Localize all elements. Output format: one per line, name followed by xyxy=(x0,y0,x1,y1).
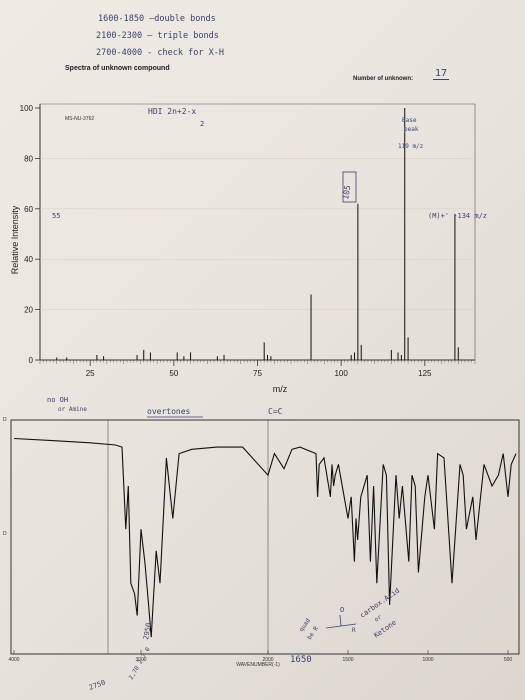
note-double-bonds: 1600-1850 —double bonds xyxy=(98,14,216,24)
ms-xtick-label: 75 xyxy=(253,369,262,378)
ms-xtick-label: 100 xyxy=(334,369,348,378)
ir-spectrum: 4000 3000 2000 1500 1000 500 D D WAVENUMBER(-… xyxy=(3,417,520,668)
note-hdi: HDI 2n+2-x xyxy=(148,107,196,116)
ms-ytick-label: 40 xyxy=(24,255,33,264)
note-overtones: overtones xyxy=(147,407,191,416)
ms-ytick-label: 60 xyxy=(24,205,33,214)
ms-xtick-label: 50 xyxy=(169,369,178,378)
note-quad2: be R xyxy=(306,625,320,641)
ir-xtick-label: 1000 xyxy=(422,657,433,663)
ms-yticks: 0 20 40 60 80 100 xyxy=(20,104,40,365)
note-1650: 1650 xyxy=(290,655,312,665)
ms-ytick-label: 80 xyxy=(24,154,33,163)
ir-xtick-label: 2000 xyxy=(262,657,273,663)
ir-frame xyxy=(10,419,520,655)
note-base-peak-2: peak xyxy=(404,126,419,133)
ir-xtick-label: 1500 xyxy=(342,657,353,663)
ir-trace xyxy=(13,437,517,638)
ir-d-top: D xyxy=(3,417,7,423)
note-or: or xyxy=(373,614,383,624)
note-hdi-den: 2 xyxy=(200,120,204,128)
note-2750: 2750 xyxy=(88,679,107,692)
ms-ytick-label: 100 xyxy=(20,104,34,113)
ms-grid xyxy=(40,158,475,310)
note-r-symbol: R xyxy=(352,627,356,634)
note-105: 105 xyxy=(341,184,352,200)
ir-d-mid: D xyxy=(3,531,7,537)
note-o-symbol: O xyxy=(340,606,344,614)
ms-y-label: Relative Intensity xyxy=(10,205,20,274)
note-no-oh: no OH xyxy=(47,396,68,404)
note-base-peak-1: Base xyxy=(402,117,417,124)
ir-wavenumber: WAVENUMBER(-1) xyxy=(236,662,280,668)
note-2950: 2950 xyxy=(142,622,153,640)
unknown-number: 17 xyxy=(433,68,450,80)
ms-xticks: 25 50 75 100 125 xyxy=(86,360,432,378)
note-base-mz: 119 m/z xyxy=(398,143,424,150)
note-no-amine: or Amine xyxy=(58,406,87,413)
ms-bars xyxy=(56,108,459,360)
ir-xticks: 4000 3000 2000 1500 1000 500 xyxy=(8,650,512,663)
unknown-label: Number of unknown: xyxy=(353,76,413,82)
page-title: Spectra of unknown compound xyxy=(65,65,170,72)
note-55: 55 xyxy=(52,212,60,220)
ms-xtick-label: 25 xyxy=(86,369,95,378)
ms-minor-ticks xyxy=(39,360,476,364)
ir-xtick-label: 500 xyxy=(504,657,513,663)
note-triple-bonds: 2100-2300 — triple bonds xyxy=(96,31,219,41)
note-cc: C=C xyxy=(268,407,283,416)
note-ir-diag: 2,70 2,7 0 xyxy=(128,646,152,681)
ms-ytick-label: 20 xyxy=(24,306,33,315)
note-x-h: 2700-4000 - check for X-H xyxy=(96,48,224,58)
ir-xtick-label: 3000 xyxy=(135,657,146,663)
note-mol-ion: (M)+' -134 m/z xyxy=(428,212,487,220)
ms-id: MS-NU-3762 xyxy=(65,116,94,122)
mass-spectrum: 0 20 40 60 80 100 25 50 75 100 125 Relative Inten… xyxy=(10,103,476,394)
circle-105 xyxy=(342,171,357,203)
ms-ytick-label: 0 xyxy=(29,356,34,365)
note-carbox: carbox.Acid xyxy=(359,586,402,619)
ms-xtick-label: 125 xyxy=(418,369,432,378)
ms-x-label: m/z xyxy=(273,384,288,394)
ir-xtick-label: 4000 xyxy=(8,657,19,663)
